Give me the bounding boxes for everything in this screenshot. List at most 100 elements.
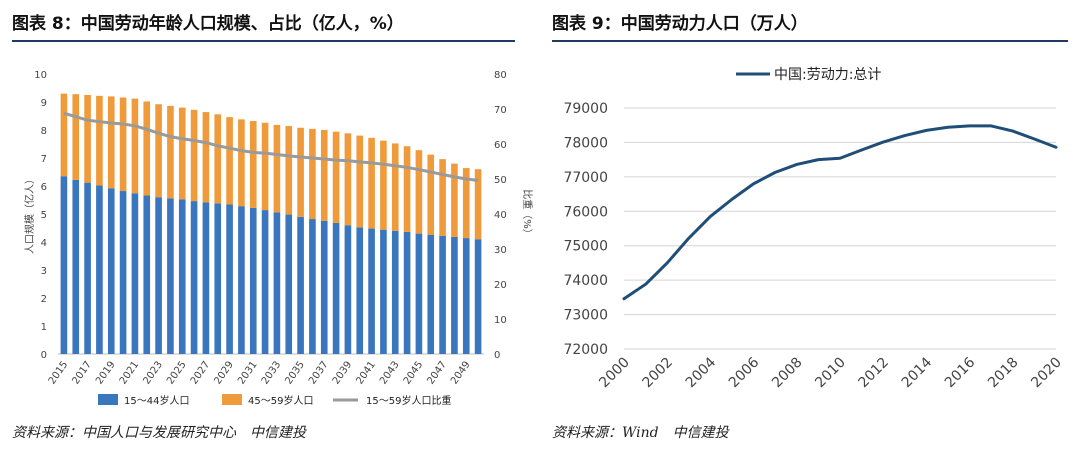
y-tick-label: 10 [34,70,47,81]
figure-8-source: 资料来源：中国人口与发展研究中心 中信建投 [12,425,306,441]
figure-9-title: 图表 9：中国劳动力人口（万人） [552,14,808,34]
labor-force-line [622,124,1058,301]
y-tick-label: 4 [41,238,47,249]
bar-15-44 [107,188,115,354]
legend-swatch-15-44 [98,394,118,405]
bar-15-44 [226,204,233,354]
bar-15-44 [119,191,127,354]
bar-45-59 [96,95,103,186]
bar-15-44 [214,203,222,354]
bar-15-44 [190,201,198,354]
legend-label-ratio: 15～59岁人口比重 [366,394,451,407]
bar-45-59 [451,163,458,237]
legend-label-45-59: 45～59岁人口 [248,394,313,407]
bar-45-59 [261,122,269,211]
bar-45-59 [368,137,375,229]
bar-15-44 [167,198,174,354]
legend-label-15-44: 15～44岁人口 [124,394,189,407]
bar-45-59 [356,135,364,228]
bar-45-59 [107,96,115,189]
y-tick-label: 6 [41,182,47,193]
bar-45-59 [249,121,257,208]
bar-15-44 [297,216,304,354]
bar-15-44 [273,212,281,354]
x-tick-label: 2008 [769,355,806,392]
x-tick-label: 2039 [331,359,355,386]
y2-tick-label: 20 [494,280,507,291]
bar-15-44 [155,197,162,354]
y-tick-label: 78000 [563,135,608,151]
bar-45-59 [155,104,162,198]
x-tick-label: 2023 [141,359,165,386]
bar-45-59 [273,124,281,213]
x-tick-label: 2020 [1028,355,1065,392]
figure-9-title-rule [552,40,1068,42]
x-tick-label: 2047 [425,359,449,386]
bar-15-44 [439,235,446,354]
y-tick-label: 1 [41,322,47,333]
bar-45-59 [309,128,316,220]
y2-tick-label: 80 [494,70,507,81]
bar-45-59 [427,154,435,235]
y-tick-label: 8 [41,126,47,137]
figure-9-source: 资料来源：Wind 中信建投 [552,425,729,441]
bar-45-59 [462,168,470,239]
x-tick-label: 2045 [402,359,426,386]
y2-tick-label: 40 [494,210,507,221]
bar-15-44 [249,207,257,354]
y-tick-label: 75000 [563,239,608,255]
y-tick-label: 74000 [563,273,608,289]
bar-15-44 [391,230,399,354]
bar-45-59 [143,101,151,196]
bar-45-59 [72,94,80,180]
bar-45-59 [131,98,139,194]
bar-15-44 [60,176,68,354]
x-tick-label: 2015 [47,359,71,386]
bar-45-59 [84,95,91,183]
y-tick-label: 77000 [563,170,608,186]
x-tick-label: 2031 [236,359,260,386]
y-tick-label: 79000 [563,101,608,117]
y2-tick-label: 0 [494,350,500,361]
bar-15-44 [332,222,340,354]
y-axis-label: 人口规模（亿人） [23,174,36,254]
y2-tick-label: 60 [494,140,507,151]
x-tick-label: 2049 [449,359,473,386]
bar-45-59 [238,119,245,207]
bar-45-59 [190,109,198,202]
bar-45-59 [60,93,68,177]
bar-45-59 [297,127,304,217]
x-tick-label: 2004 [683,354,720,391]
x-tick-label: 2018 [985,355,1022,392]
bar-45-59 [167,105,174,199]
y2-tick-label: 10 [494,315,507,326]
y2-axis-label: 比重（%） [521,189,534,239]
bar-15-44 [320,220,328,354]
x-tick-label: 2010 [812,355,849,392]
figure-8-title-rule [12,40,515,42]
bar-45-59 [285,126,293,215]
bar-15-44 [285,214,293,354]
bar-45-59 [474,169,482,240]
bar-15-44 [72,179,80,354]
bar-45-59 [320,130,328,221]
x-tick-label: 2021 [118,359,142,386]
x-tick-label: 2041 [354,359,378,386]
y-tick-label: 7 [41,154,47,165]
bar-15-44 [451,236,458,354]
legend-swatch-45-59 [222,394,242,405]
bar-45-59 [119,97,127,192]
bar-15-44 [178,199,186,354]
x-tick-label: 2014 [899,354,936,391]
bar-45-59 [226,117,233,205]
bar-15-44 [309,219,316,354]
bar-15-44 [380,229,387,354]
y-tick-label: 3 [41,266,47,277]
bar-15-44 [131,193,139,354]
y-tick-label: 76000 [563,204,608,220]
x-tick-label: 2029 [212,359,236,386]
y-tick-label: 72000 [563,342,608,358]
figure-8-panel: 图表 8：中国劳动年龄人口规模、占比（亿人，%） 0 1 2 3 4 5 6 7 8 9 10 0 10… [0,0,534,459]
bar-15-44 [427,234,435,354]
bar-15-44 [96,185,103,354]
